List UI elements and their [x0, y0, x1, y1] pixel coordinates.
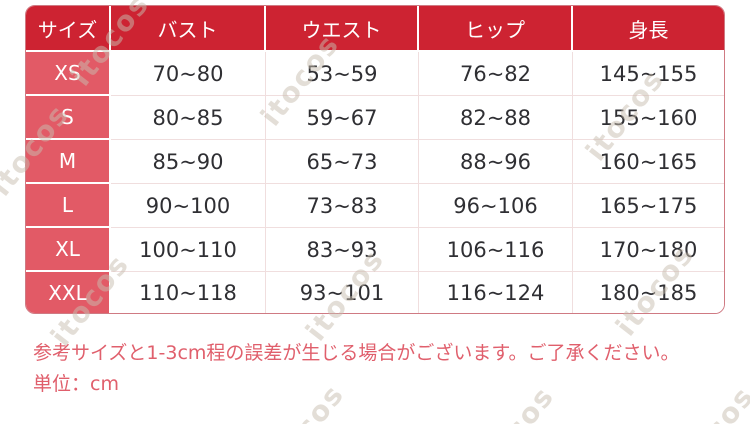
- cell-xl-hip: 106~116: [419, 228, 573, 273]
- cell-xxl-waist: 93~101: [266, 272, 419, 313]
- header-row: サイズ バスト ウエスト ヒップ 身長: [26, 6, 724, 52]
- table-row-xl: XL 100~110 83~93 106~116 170~180: [26, 228, 724, 273]
- col-header-hip: ヒップ: [419, 6, 573, 52]
- cell-l-hip: 96~106: [419, 184, 573, 229]
- cell-s-waist: 59~67: [266, 96, 419, 141]
- row-header-xxl: XXL: [26, 272, 111, 313]
- cell-xl-waist: 83~93: [266, 228, 419, 273]
- table-row-s: S 80~85 59~67 82~88 155~160: [26, 96, 724, 141]
- cell-xs-height: 145~155: [573, 52, 724, 97]
- cell-xxl-bust: 110~118: [111, 272, 266, 313]
- cell-l-height: 165~175: [573, 184, 724, 229]
- watermark-text: itocos: [669, 380, 750, 424]
- table-row-xxl: XXL 110~118 93~101 116~124 180~185: [26, 272, 724, 313]
- table-row-m: M 85~90 65~73 88~96 160~165: [26, 140, 724, 185]
- table-row-l: L 90~100 73~83 96~106 165~175: [26, 184, 724, 229]
- row-header-xl: XL: [26, 228, 111, 273]
- cell-s-hip: 82~88: [419, 96, 573, 141]
- cell-s-height: 155~160: [573, 96, 724, 141]
- size-chart-table: サイズ バスト ウエスト ヒップ 身長 XS 70~80 53~59 76~82 145~155…: [25, 5, 725, 314]
- cell-m-bust: 85~90: [111, 140, 266, 185]
- cell-l-waist: 73~83: [266, 184, 419, 229]
- cell-l-bust: 90~100: [111, 184, 266, 229]
- cell-m-height: 160~165: [573, 140, 724, 185]
- col-header-waist: ウエスト: [266, 6, 419, 52]
- cell-xs-bust: 70~80: [111, 52, 266, 97]
- cell-xxl-height: 180~185: [573, 272, 724, 313]
- row-header-l: L: [26, 184, 111, 229]
- col-header-bust: バスト: [111, 6, 266, 52]
- col-header-size: サイズ: [26, 6, 111, 52]
- cell-xl-bust: 100~110: [111, 228, 266, 273]
- cell-s-bust: 80~85: [111, 96, 266, 141]
- row-header-s: S: [26, 96, 111, 141]
- table-notes: 参考サイズと1-3cm程の誤差が生じる場合がございます。ご了承ください。 単位：…: [33, 338, 680, 400]
- cell-m-hip: 88~96: [419, 140, 573, 185]
- row-header-m: M: [26, 140, 111, 185]
- col-header-height: 身長: [573, 6, 724, 52]
- unit-note: 単位：cm: [33, 373, 119, 395]
- row-header-xs: XS: [26, 52, 111, 97]
- table-row-xs: XS 70~80 53~59 76~82 145~155: [26, 52, 724, 97]
- cell-xs-hip: 76~82: [419, 52, 573, 97]
- tolerance-note: 参考サイズと1-3cm程の誤差が生じる場合がございます。ご了承ください。: [33, 342, 680, 364]
- size-table: サイズ バスト ウエスト ヒップ 身長 XS 70~80 53~59 76~82 145~155…: [26, 6, 724, 313]
- cell-m-waist: 65~73: [266, 140, 419, 185]
- cell-xs-waist: 53~59: [266, 52, 419, 97]
- cell-xxl-hip: 116~124: [419, 272, 573, 313]
- cell-xl-height: 170~180: [573, 228, 724, 273]
